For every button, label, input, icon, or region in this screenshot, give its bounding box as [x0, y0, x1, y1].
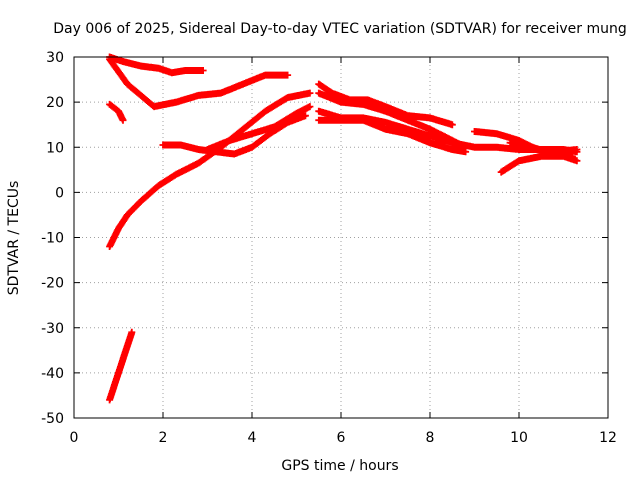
x-tick-label: 8: [426, 430, 435, 446]
data-series-arc-14: [506, 139, 576, 160]
chart-title: Day 006 of 2025, Sidereal Day-to-day VTE…: [53, 21, 627, 37]
data-points: [315, 80, 456, 129]
x-tick-label: 2: [159, 430, 168, 446]
data-series-arc-5: [106, 328, 136, 404]
x-tick-label: 6: [337, 430, 346, 446]
data-series-arc-4: [106, 100, 127, 124]
data-series-arc-8: [315, 80, 456, 129]
data-layer: [106, 53, 581, 404]
x-tick-label: 12: [599, 430, 617, 446]
tick-layer: 0 2 4 6 8 10 12 -50 -40 -30 -20 -10 0 10 20 30: [41, 50, 617, 446]
y-tick-label: -40: [41, 366, 64, 382]
y-tick-label: 10: [46, 140, 64, 156]
data-points: [506, 139, 576, 160]
x-tick-label: 4: [248, 430, 257, 446]
y-tick-label: -30: [41, 321, 64, 337]
data-points: [204, 103, 314, 153]
y-tick-label: 20: [46, 95, 64, 111]
data-points: [106, 100, 127, 124]
data-points: [315, 116, 470, 156]
data-points: [106, 328, 136, 404]
y-tick-label: -20: [41, 276, 64, 292]
y-axis-label: SDTVAR / TECUs: [6, 181, 22, 296]
x-tick-label: 0: [70, 430, 79, 446]
y-tick-label: 30: [46, 50, 64, 66]
y-tick-label: -10: [41, 231, 64, 247]
x-axis-label: GPS time / hours: [281, 458, 398, 474]
data-series-arc-7: [204, 103, 314, 153]
x-tick-label: 10: [510, 430, 528, 446]
data-series-arc-11: [315, 116, 470, 156]
y-tick-label: 0: [55, 185, 64, 201]
y-tick-label: -50: [41, 411, 64, 427]
